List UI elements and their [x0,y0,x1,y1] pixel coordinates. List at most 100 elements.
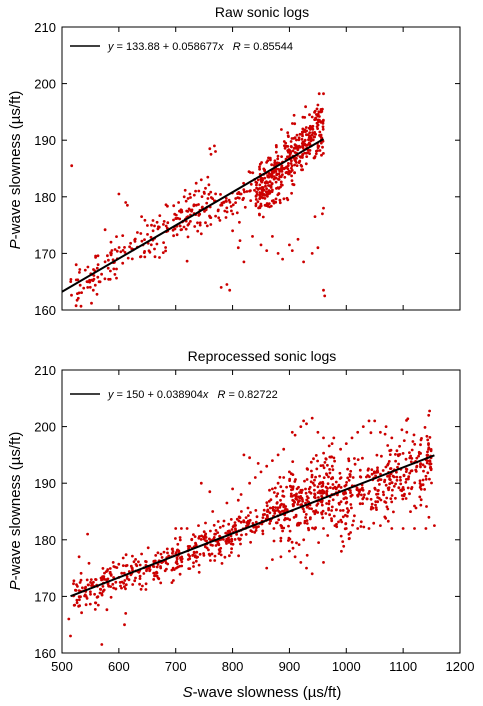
raw-data-point [96,263,100,266]
raw-data-point [106,266,110,270]
raw-data-point [288,149,292,152]
raw-data-point [219,286,223,289]
reprocessed-data-point [317,541,320,544]
reprocessed-data-point [124,587,127,591]
reprocessed-data-point [305,553,309,557]
reprocessed-data-point [244,533,248,536]
reprocessed-data-point [295,492,298,496]
raw-data-point [280,128,283,131]
reprocessed-data-point [356,458,360,461]
reprocessed-data-point [302,507,305,511]
reprocessed-data-point [378,483,381,486]
reprocessed-data-point [289,472,293,476]
reprocessed-data-point [427,413,431,417]
reprocessed-data-point [170,581,174,584]
reprocessed-data-point [185,527,189,530]
reprocessed-data-point [425,505,428,508]
reprocessed-data-point [359,475,363,479]
reprocessed-data-point [289,492,293,496]
raw-data-point [164,224,168,228]
reprocessed-data-point [401,487,405,491]
reprocessed-data-point [304,487,307,491]
reprocessed-data-point [338,471,342,475]
raw-data-point [95,266,99,270]
raw-data-point [275,173,279,177]
reprocessed-data-point [322,451,325,455]
reprocessed-data-point [397,486,401,490]
reprocessed-data-point [363,493,366,497]
reprocessed-data-point [410,469,414,473]
reprocessed-data-point [411,440,415,443]
reprocessed-data-point [222,519,226,523]
reprocessed-data-point [413,504,416,508]
reprocessed-data-point [331,483,335,486]
reprocessed-data-point [430,481,433,485]
reprocessed-data-point [349,503,353,506]
reprocessed-data-point [342,497,346,501]
reprocessed-data-point [319,491,322,495]
raw-data-point [189,220,192,223]
reprocessed-data-point [235,533,239,536]
reprocessed-data-point [394,453,397,456]
reprocessed-data-point [330,464,334,468]
reprocessed-data-point [92,580,95,584]
raw-data-point [222,201,226,204]
reprocessed-data-point [165,547,169,551]
raw-data-point [253,188,256,192]
reprocessed-data-point [305,422,308,426]
reprocessed-x-tick-label: 600 [108,659,130,674]
reprocessed-data-point [159,552,163,556]
reprocessed-data-point [121,556,125,560]
reprocessed-data-point [419,503,423,507]
raw-data-point [149,243,153,247]
reprocessed-data-point [229,518,233,521]
raw-data-point [299,155,303,159]
reprocessed-data-point [421,478,425,482]
reprocessed-data-point [125,564,129,567]
reprocessed-data-point [423,465,427,469]
reprocessed-data-point [137,570,141,574]
reprocessed-data-point [195,550,199,554]
reprocessed-data-point [279,539,283,543]
reprocessed-data-point [401,527,405,530]
reprocessed-data-point [294,513,298,517]
reprocessed-data-point [316,502,320,505]
reprocessed-data-point [229,542,233,546]
reprocessed-data-point [200,534,204,538]
raw-data-point [284,171,288,175]
reprocessed-data-point [137,560,140,564]
reprocessed-data-point [384,465,388,469]
reprocessed-data-point [249,540,253,544]
reprocessed-data-point [277,518,281,522]
reprocessed-data-point [400,494,404,497]
raw-data-point [139,232,143,235]
raw-data-point [290,164,294,168]
reprocessed-data-point [198,535,201,538]
raw-data-point [103,277,107,281]
raw-data-point [199,178,203,182]
reprocessed-data-point [299,561,303,564]
reprocessed-data-point [79,571,83,575]
raw-data-point [258,165,261,169]
raw-data-point [278,170,282,173]
reprocessed-data-point [425,461,429,465]
reprocessed-data-point [327,502,331,506]
raw-data-point [103,228,107,232]
reprocessed-data-point [399,478,402,482]
reprocessed-data-point [152,578,156,581]
reprocessed-data-point [383,432,387,436]
reprocessed-data-point [279,524,283,527]
reprocessed-data-point [404,478,408,481]
raw-data-point [242,188,246,192]
raw-data-point [277,178,280,181]
raw-data-point [316,118,320,122]
reprocessed-data-point [409,460,413,464]
raw-data-point [196,229,200,233]
reprocessed-data-point [390,500,394,504]
raw-data-point [189,196,192,199]
raw-data-point [197,203,200,206]
reprocessed-data-point [356,527,360,530]
reprocessed-data-point [274,506,278,509]
raw-data-point [227,198,231,202]
reprocessed-data-point [424,477,428,481]
